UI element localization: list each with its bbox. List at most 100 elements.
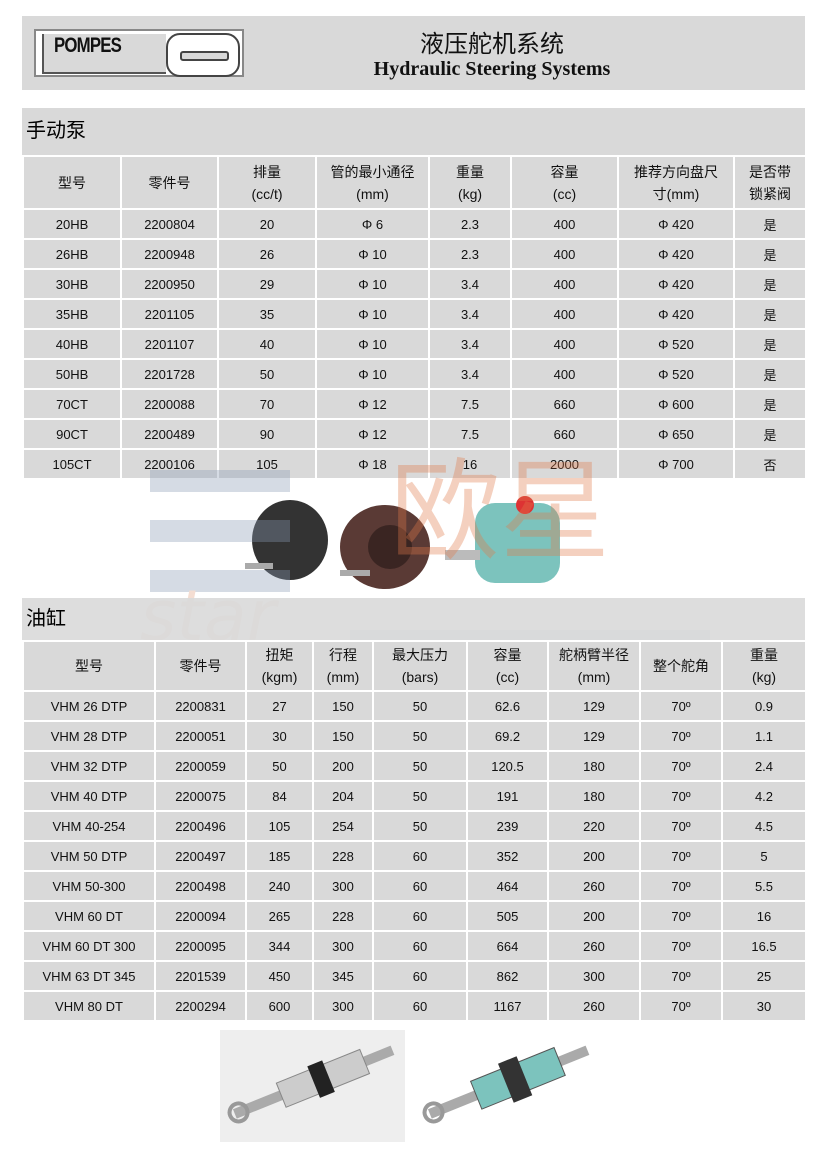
table-cell: 240 — [245, 870, 314, 902]
table-cell: 否 — [733, 448, 807, 480]
column-header-line: 管的最小通径 — [330, 163, 415, 180]
column-header: 排量 (cc/t) — [217, 155, 317, 210]
column-header-line: 扭矩 — [265, 647, 294, 663]
table-cell: 60 — [372, 930, 468, 962]
column-header-line: 容量 — [550, 163, 579, 180]
table-cell: 84 — [245, 780, 314, 812]
column-header-line: 重量 — [750, 647, 778, 663]
table-cell: 191 — [466, 780, 549, 812]
cylinders-table: 型号 零件号 扭矩 (kgm) 行程 (mm) 最大压力 (bars) 容量 (cc) 舵柄臂半径 (… — [22, 640, 807, 1022]
table-cell: 是 — [733, 328, 807, 360]
table-cell: 352 — [466, 840, 549, 872]
table-cell: 105 — [217, 448, 317, 480]
table-cell: 600 — [245, 990, 314, 1022]
table-cell: 185 — [245, 840, 314, 872]
column-header-line: 容量 — [493, 647, 522, 663]
column-header: 重量 (kg) — [428, 155, 512, 210]
table-cell: 2200498 — [154, 870, 247, 902]
table-cell: VHM 32 DTP — [22, 750, 156, 782]
table-cell: 50HB — [22, 358, 122, 390]
column-header: 是否带 锁紧阀 — [733, 155, 807, 210]
column-header: 管的最小通径 (mm) — [315, 155, 430, 210]
table-cell: 120.5 — [466, 750, 549, 782]
logo-text: POMPES — [54, 34, 122, 57]
table-cell: 265 — [245, 900, 314, 932]
table-row: 26HB 2200948 26 Φ 10 2.3 400 Φ 420 是 — [22, 238, 807, 270]
table-cell: 2200059 — [154, 750, 247, 782]
table-cell: 是 — [733, 208, 807, 240]
table-cell: VHM 28 DTP — [22, 720, 156, 752]
column-header-line: (cc) — [552, 185, 577, 202]
table-cell: 30HB — [22, 268, 122, 300]
table-cell: 是 — [733, 388, 807, 420]
table-cell: Φ 6 — [315, 208, 430, 240]
table-cell: 50 — [372, 810, 468, 842]
title-en: Hydraulic Steering Systems — [373, 58, 611, 80]
table-cell: 16 — [428, 448, 512, 480]
table-cell: 90CT — [22, 418, 122, 450]
table-cell: Φ 420 — [617, 298, 735, 330]
table-cell: 30 — [245, 720, 314, 752]
column-header-line: 零件号 — [179, 658, 222, 674]
column-header-line: 排量 — [253, 163, 281, 180]
column-header-line: (mm) — [356, 185, 389, 202]
cylinders-section-title: 油缸 — [22, 598, 805, 640]
table-cell: 2200496 — [154, 810, 247, 842]
table-cell: 129 — [547, 720, 641, 752]
table-cell: 2200088 — [120, 388, 219, 420]
table-cell: 3.4 — [428, 298, 512, 330]
table-cell: 450 — [245, 960, 314, 992]
table-cell: VHM 40 DTP — [22, 780, 156, 812]
table-cell: 是 — [733, 358, 807, 390]
table-cell: 70º — [639, 750, 723, 782]
table-cell: 2200051 — [154, 720, 247, 752]
table-cell: 60 — [372, 900, 468, 932]
table-cell: 300 — [312, 990, 374, 1022]
table-cell: 180 — [547, 780, 641, 812]
table-cell: Φ 10 — [315, 358, 430, 390]
column-header-line: (mm) — [326, 669, 360, 685]
table-cell: 1167 — [466, 990, 549, 1022]
table-cell: 344 — [245, 930, 314, 962]
table-cell: 660 — [510, 388, 619, 420]
table-cell: 204 — [312, 780, 374, 812]
table-cell: 27 — [245, 690, 314, 722]
table-cell: Φ 420 — [617, 238, 735, 270]
table-cell: 4.2 — [721, 780, 807, 812]
table-cell: 25 — [721, 960, 807, 992]
table-cell: 62.6 — [466, 690, 549, 722]
column-header: 最大压力 (bars) — [372, 640, 468, 692]
table-cell: 2201107 — [120, 328, 219, 360]
table-cell: 2200294 — [154, 990, 247, 1022]
table-cell: 70º — [639, 990, 723, 1022]
column-header-line: 型号 — [75, 658, 103, 674]
table-row: 30HB 2200950 29 Φ 10 3.4 400 Φ 420 是 — [22, 268, 807, 300]
table-cell: 40 — [217, 328, 317, 360]
column-header: 型号 — [22, 155, 122, 210]
table-cell: 400 — [510, 328, 619, 360]
column-header-line: (kg) — [457, 185, 483, 202]
table-cell: 60 — [372, 960, 468, 992]
table-cell: Φ 10 — [315, 238, 430, 270]
table-cell: 2201105 — [120, 298, 219, 330]
table-cell: 35 — [217, 298, 317, 330]
pumps-table: 型号 零件号 排量 (cc/t) 管的最小通径 (mm) 重量 (kg) 容量 (cc) 推荐方向盘… — [22, 155, 807, 480]
table-row: VHM 50-300 2200498 240 300 60 464 260 70º 5.5 — [22, 870, 807, 902]
table-cell: VHM 50-300 — [22, 870, 156, 902]
table-cell: Φ 420 — [617, 268, 735, 300]
table-cell: 2201539 — [154, 960, 247, 992]
table-cell: 260 — [547, 870, 641, 902]
table-cell: 2201728 — [120, 358, 219, 390]
column-header-line: 是否带 — [749, 163, 791, 180]
table-cell: 400 — [510, 298, 619, 330]
table-cell: 254 — [312, 810, 374, 842]
table-row: VHM 80 DT 2200294 600 300 60 1167 260 70º 30 — [22, 990, 807, 1022]
table-row: VHM 60 DT 2200094 265 228 60 505 200 70º 16 — [22, 900, 807, 932]
table-cell: 0.9 — [721, 690, 807, 722]
column-header: 整个舵角 — [639, 640, 723, 692]
column-header-line: (bars) — [401, 669, 439, 685]
table-cell: 50 — [372, 780, 468, 812]
table-cell: 3.4 — [428, 328, 512, 360]
header: POMPES 液压舵机系统 Hydraulic Steering Systems — [22, 16, 805, 90]
column-header-line: (kgm) — [261, 669, 298, 685]
